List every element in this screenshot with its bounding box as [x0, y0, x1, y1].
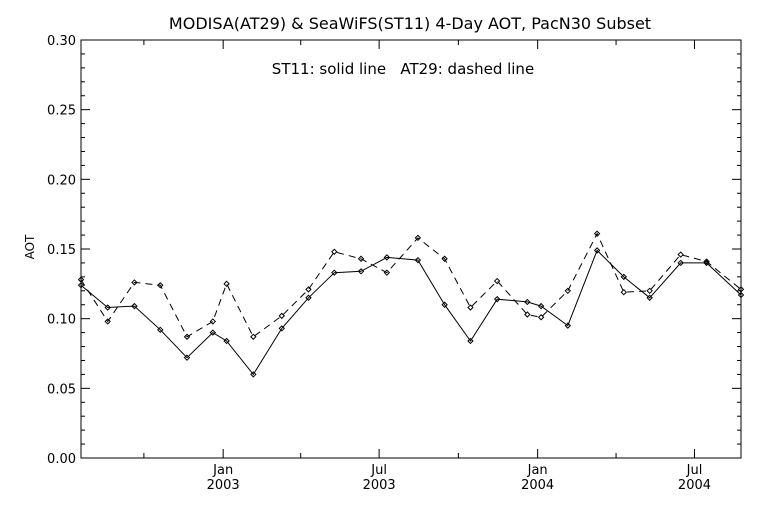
series-line-at29	[80, 232, 742, 338]
series-line-st11	[80, 249, 742, 376]
data-point-at29	[703, 258, 710, 265]
x-tick-year-label: 2004	[521, 478, 554, 493]
data-point-st11	[77, 282, 85, 289]
data-point-st11	[620, 273, 628, 281]
data-point-at29	[677, 251, 684, 258]
line-style-annotation: ST11: solid line AT29: dashed line	[272, 60, 534, 78]
data-point-st11	[250, 371, 257, 378]
data-point-at29	[383, 269, 391, 276]
data-point-st11	[104, 304, 111, 311]
y-tick-label: 0.10	[47, 313, 76, 328]
data-point-at29	[593, 230, 601, 237]
x-tick-month-label: Jan	[212, 463, 233, 478]
data-point-at29	[250, 333, 257, 340]
x-tick-month-label: Jul	[686, 463, 703, 478]
chart-title: MODISA(AT29) & SeaWiFS(ST11) 4-Day AOT, …	[169, 14, 651, 33]
x-tick-month-label: Jul	[370, 463, 387, 478]
data-point-st11	[131, 302, 138, 310]
plot-frame	[80, 39, 742, 459]
x-tick-month-label: Jan	[527, 463, 548, 478]
data-point-at29	[305, 286, 312, 293]
y-axis-label: AOT	[23, 234, 37, 259]
data-point-st11	[223, 337, 230, 345]
data-point-st11	[278, 325, 285, 332]
series-layer	[77, 230, 745, 378]
data-point-at29	[209, 318, 217, 325]
x-tick-year-label: 2003	[207, 478, 240, 493]
data-point-st11	[357, 268, 365, 275]
data-point-st11	[183, 354, 191, 361]
data-point-st11	[537, 302, 545, 310]
data-point-st11	[441, 301, 448, 308]
data-point-at29	[357, 255, 365, 262]
data-point-st11	[157, 326, 164, 334]
data-point-st11	[677, 259, 684, 267]
data-point-at29	[524, 311, 531, 318]
data-point-st11	[593, 247, 601, 254]
y-tick-label: 0.20	[47, 173, 76, 188]
y-tick-label: 0.15	[47, 243, 76, 258]
data-point-at29	[737, 286, 745, 293]
data-point-at29	[131, 279, 138, 286]
data-point-at29	[183, 333, 191, 340]
y-tick-label: 0.00	[47, 452, 76, 467]
data-point-st11	[646, 294, 653, 301]
data-point-st11	[564, 322, 572, 329]
data-point-st11	[467, 337, 474, 345]
data-point-st11	[414, 256, 422, 264]
data-point-at29	[77, 276, 85, 283]
data-point-at29	[467, 304, 474, 311]
data-point-st11	[493, 295, 501, 303]
y-axis: 0.00 0.05 0.10 0.15 0.20 0.25 0.30	[47, 34, 741, 467]
data-point-at29	[620, 288, 628, 296]
y-tick-label: 0.25	[47, 104, 76, 119]
data-point-at29	[414, 234, 422, 242]
data-point-st11	[737, 291, 745, 299]
data-point-st11	[383, 254, 391, 261]
y-tick-label: 0.05	[47, 382, 76, 397]
data-point-st11	[331, 269, 338, 276]
data-point-at29	[537, 314, 545, 321]
data-point-at29	[223, 280, 230, 288]
data-point-at29	[157, 282, 164, 289]
x-tick-year-label: 2004	[678, 478, 711, 493]
data-point-at29	[564, 287, 572, 295]
data-point-at29	[646, 287, 653, 295]
data-point-at29	[331, 248, 338, 255]
data-point-at29	[278, 312, 285, 320]
y-tick-label: 0.30	[47, 34, 76, 49]
x-tick-year-label: 2003	[363, 478, 396, 493]
data-point-at29	[104, 318, 111, 325]
data-point-st11	[209, 329, 217, 336]
data-point-at29	[441, 255, 448, 262]
data-point-st11	[305, 294, 312, 301]
data-point-st11	[524, 298, 531, 306]
data-point-at29	[493, 277, 501, 285]
